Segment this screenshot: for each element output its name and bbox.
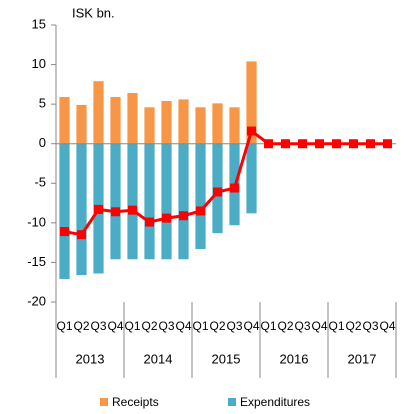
y-tick-label: 10: [32, 56, 46, 71]
legend-swatch: [228, 398, 236, 406]
y-tick-label: -5: [34, 175, 46, 190]
line-marker: [162, 213, 171, 223]
line-marker: [264, 139, 273, 149]
bar: [59, 143, 70, 280]
legend-label: Receipts: [112, 395, 159, 409]
unit-label: ISK bn.: [72, 5, 115, 20]
bar: [110, 97, 121, 144]
x-tick-label: Q4: [175, 319, 191, 333]
y-tick-label: 0: [39, 135, 46, 150]
line-marker: [196, 206, 205, 216]
x-tick-label: Q3: [226, 319, 242, 333]
bar: [59, 97, 70, 144]
year-label: 2016: [280, 351, 309, 366]
bar: [76, 104, 87, 144]
bar: [110, 143, 121, 260]
year-label: 2015: [212, 351, 241, 366]
x-tick-label: Q3: [294, 319, 310, 333]
x-tick-label: Q1: [124, 319, 140, 333]
x-tick-label: Q4: [311, 319, 327, 333]
x-tick-label: Q4: [379, 319, 395, 333]
line-marker: [247, 126, 256, 136]
bar: [195, 143, 206, 249]
y-tick-label: -15: [27, 254, 46, 269]
bar: [144, 107, 155, 144]
y-tick-label: 15: [32, 16, 46, 31]
x-tick-label: Q2: [141, 319, 157, 333]
line-marker: [60, 227, 69, 237]
x-tick-label: Q1: [260, 319, 276, 333]
legend-swatch: [100, 398, 108, 406]
line-marker: [111, 207, 120, 217]
bar: [127, 93, 138, 144]
year-label: 2017: [348, 351, 377, 366]
x-tick-label: Q4: [107, 319, 123, 333]
bar: [93, 81, 104, 144]
line-marker: [298, 139, 307, 149]
x-tick-label: Q4: [243, 319, 259, 333]
legend-label: Expenditures: [240, 395, 310, 409]
year-label: 2013: [76, 351, 105, 366]
bar: [246, 143, 257, 214]
x-tick-label: Q1: [56, 319, 72, 333]
bar: [195, 107, 206, 144]
bar: [178, 143, 189, 260]
bar: [127, 143, 138, 260]
y-tick-label: 5: [39, 96, 46, 111]
x-tick-label: Q3: [362, 319, 378, 333]
y-tick-label: -20: [27, 293, 46, 308]
line-marker: [281, 139, 290, 149]
x-tick-label: Q3: [158, 319, 174, 333]
bar: [76, 143, 87, 276]
line-marker: [315, 139, 324, 149]
bar: [212, 103, 223, 144]
line-marker: [94, 204, 103, 214]
line-marker: [145, 217, 154, 227]
line-marker: [332, 139, 341, 149]
line-marker: [179, 211, 188, 221]
x-tick-label: Q2: [345, 319, 361, 333]
bar: [161, 100, 172, 144]
x-tick-label: Q1: [192, 319, 208, 333]
x-tick-label: Q3: [90, 319, 106, 333]
bar: [229, 107, 240, 144]
line-marker: [230, 183, 239, 193]
year-label: 2014: [144, 351, 173, 366]
bar: [178, 99, 189, 144]
line-marker: [366, 139, 375, 149]
line-marker: [383, 139, 392, 149]
line-marker: [128, 205, 137, 215]
bar: [246, 61, 257, 144]
bar: [161, 143, 172, 260]
line-marker: [349, 139, 358, 149]
x-tick-label: Q1: [328, 319, 344, 333]
y-tick-label: -10: [27, 214, 46, 229]
x-tick-label: Q2: [73, 319, 89, 333]
x-tick-label: Q2: [277, 319, 293, 333]
bar: [144, 143, 155, 260]
line-marker: [213, 187, 222, 197]
line-marker: [77, 230, 86, 240]
x-tick-label: Q2: [209, 319, 225, 333]
